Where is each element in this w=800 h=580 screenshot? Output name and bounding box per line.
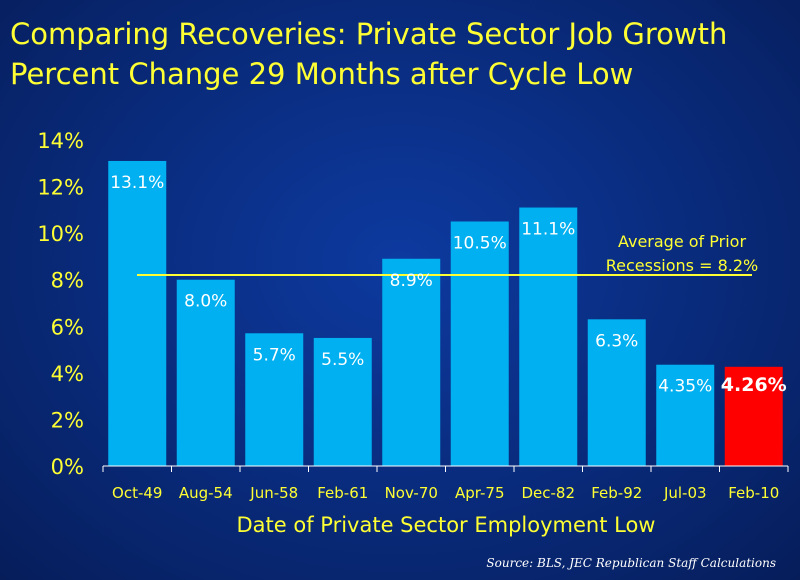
data-label: 13.1%: [110, 173, 164, 193]
y-tick-label: 12%: [37, 176, 84, 200]
x-axis-title: Date of Private Sector Employment Low: [237, 513, 656, 537]
x-tick-label: Jul-03: [663, 484, 707, 502]
highlight-bar: [724, 366, 783, 466]
chart-title: Comparing Recoveries: Private Sector Job…: [10, 14, 790, 94]
data-label: 10.5%: [453, 234, 507, 254]
bar: [313, 337, 372, 466]
bar: [519, 207, 578, 466]
data-label: 8.9%: [390, 271, 433, 291]
average-label-line-2: Recessions = 8.2%: [606, 256, 759, 275]
bar: [108, 160, 167, 466]
bar: [382, 258, 441, 466]
y-tick-label: 0%: [51, 455, 84, 479]
y-tick-label: 10%: [37, 222, 84, 246]
data-label: 11.1%: [521, 220, 575, 240]
x-tick-label: Feb-61: [317, 484, 368, 502]
data-label: 4.35%: [658, 377, 712, 397]
bar: [450, 221, 509, 466]
x-tick-label: Dec-82: [521, 484, 575, 502]
x-tick-label: Apr-75: [455, 484, 505, 502]
y-tick-label: 4%: [51, 362, 84, 386]
x-tick-label: Aug-54: [179, 484, 233, 502]
bar: [656, 364, 715, 466]
y-tick-label: 6%: [51, 315, 84, 339]
highlight-data-label: 4.26%: [721, 374, 787, 396]
source-note: Source: BLS, JEC Republican Staff Calcul…: [486, 556, 776, 570]
data-label: 5.5%: [321, 350, 364, 370]
y-tick-label: 2%: [51, 408, 84, 432]
data-label: 8.0%: [184, 292, 227, 312]
bar: [245, 333, 304, 466]
average-label-line-1: Average of Prior: [618, 232, 746, 251]
x-tick-label: Feb-92: [591, 484, 642, 502]
bar: [587, 319, 646, 466]
chart-title-line-1: Comparing Recoveries: Private Sector Job…: [10, 17, 728, 51]
y-tick-label: 8%: [51, 269, 84, 293]
x-tick-label: Jun-58: [249, 484, 298, 502]
data-label: 6.3%: [595, 331, 638, 351]
bar: [176, 279, 235, 466]
x-tick-label: Nov-70: [385, 484, 438, 502]
data-label: 5.7%: [253, 345, 296, 365]
chart-title-line-2: Percent Change 29 Months after Cycle Low: [10, 57, 634, 91]
y-tick-label: 14%: [37, 129, 84, 153]
x-tick-label: Feb-10: [728, 484, 779, 502]
x-tick-label: Oct-49: [112, 484, 162, 502]
